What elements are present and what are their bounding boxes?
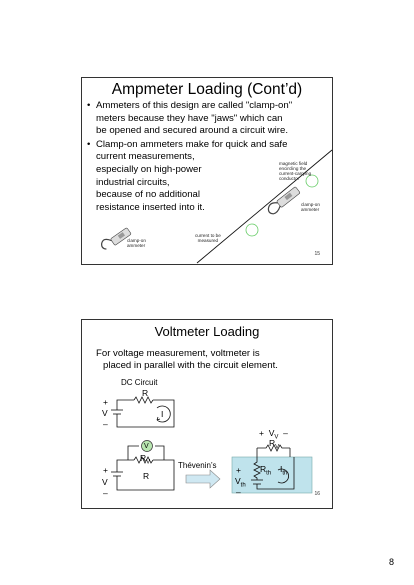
bullet-line: because of no additional: [96, 189, 201, 201]
voltage-label: V: [102, 477, 108, 487]
rv-main: R: [140, 453, 147, 463]
bullet-line: Ammeters of this design are called "clam…: [96, 100, 293, 111]
voltmeter-symbol-label: V: [144, 443, 149, 450]
voltmeter-circuit-diagrams: [111, 396, 313, 494]
bullet-item: Clamp-on ammeters make for quick and saf…: [85, 139, 331, 215]
page-number: 8: [389, 557, 395, 567]
clamp-meter-right-icon: [267, 186, 300, 215]
minus-sign: –: [236, 487, 241, 497]
vth-main: V: [235, 476, 241, 486]
rth-main: R: [260, 464, 267, 474]
annotation-line: conductor: [279, 176, 300, 181]
vv-sub: V: [274, 434, 279, 441]
current-label: I: [161, 409, 164, 419]
clamp-meter-left-icon: [100, 227, 132, 250]
ith-sub: th: [282, 470, 288, 477]
voltmeter-icon: [141, 440, 153, 452]
resistor-label: R: [142, 388, 149, 398]
annotation-line: current to be: [195, 233, 221, 238]
annotation-line: ammeter: [301, 207, 320, 212]
conductor-wire: [196, 149, 333, 264]
thevenin-box: [231, 456, 313, 494]
ith-main: I: [280, 464, 283, 474]
rv-sub: V: [146, 459, 151, 466]
rv-label: RV: [140, 454, 150, 468]
clamp-on-left-annotation: clamp-on ammeter: [127, 238, 146, 248]
annotation-line: current-carrying: [279, 171, 312, 176]
bullet-line: be opened and secured around a circuit w…: [96, 125, 288, 137]
minus-sign: –: [103, 488, 108, 498]
field-ring-icon: [305, 174, 319, 188]
body-line: For voltage measurement, voltmeter is: [96, 348, 260, 359]
slide-title: Ampmeter Loading (Cont’d): [111, 81, 303, 98]
plus-sign: +: [259, 428, 264, 438]
annotation-line: clamp-on: [301, 202, 320, 207]
magnetic-field-annotation: magnetic field encircling the current-ca…: [279, 161, 311, 181]
bullet-item: Ammeters of this design are called "clam…: [85, 100, 331, 138]
rth-sub: th: [266, 470, 272, 477]
voltmeter-circuit-diagram: [111, 445, 175, 491]
annotation-line: encircling the: [279, 166, 307, 171]
plus-sign: +: [103, 465, 108, 475]
ith-label: Ith: [280, 465, 287, 479]
annotation-line: magnetic field: [279, 161, 308, 166]
vth-label: Vth: [235, 477, 246, 491]
rth-label: Rth: [260, 465, 271, 479]
rv-sub: V: [275, 444, 280, 451]
minus-sign: –: [283, 428, 288, 438]
bullet-line: meters because they have "jaws" which ca…: [96, 112, 283, 124]
body-line: placed in parallel with the circuit elem…: [103, 359, 278, 371]
vv-label: + VV –: [259, 429, 288, 443]
resistor-label: R: [143, 471, 150, 481]
annotation-line: measured: [197, 238, 219, 243]
voltage-label: V: [102, 408, 108, 418]
minus-sign: –: [103, 419, 108, 429]
bullet-line: especially on high-power: [96, 163, 202, 175]
slide-ampmeter-loading: Ampmeter Loading (Cont’d) Ammeters of th…: [81, 77, 333, 265]
body-text: For voltage measurement, voltmeter is pl…: [96, 348, 278, 371]
plus-sign: +: [103, 397, 108, 407]
dc-circuit-label: DC Circuit: [121, 378, 158, 387]
thevenin-label: Thévenin’s: [178, 461, 217, 470]
bullet-line: Clamp-on ammeters make for quick and saf…: [96, 138, 288, 150]
vv-main: V: [268, 428, 275, 438]
dc-circuit-diagram: [111, 396, 175, 428]
rv-main: R: [269, 438, 276, 448]
annotation-line: ammeter: [127, 243, 146, 248]
thevenin-circuit-diagram: [251, 444, 295, 490]
clamp-ammeter-illustration: [100, 149, 333, 264]
bullet-line: industrial circuits,: [96, 176, 170, 188]
slide-number: 15: [314, 251, 320, 257]
slide-title: Voltmeter Loading: [154, 324, 260, 339]
plus-sign: +: [236, 465, 241, 475]
field-ring-icon: [245, 223, 259, 237]
vth-sub: th: [240, 482, 246, 489]
arrow-right-icon: [185, 469, 221, 489]
bullet-list: Ammeters of this design are called "clam…: [85, 100, 331, 215]
rv-thevenin-label: RV: [269, 439, 279, 453]
slide-voltmeter-loading: Voltmeter Loading For voltage measuremen…: [81, 319, 333, 509]
bullet-line: current measurements,: [96, 151, 195, 163]
bullet-line: resistance inserted into it.: [96, 201, 205, 213]
annotation-line: clamp-on: [127, 238, 146, 243]
slide-number: 16: [314, 491, 320, 497]
clamp-on-right-annotation: clamp-on ammeter: [301, 202, 320, 212]
current-measured-annotation: current to be measured: [195, 233, 221, 243]
